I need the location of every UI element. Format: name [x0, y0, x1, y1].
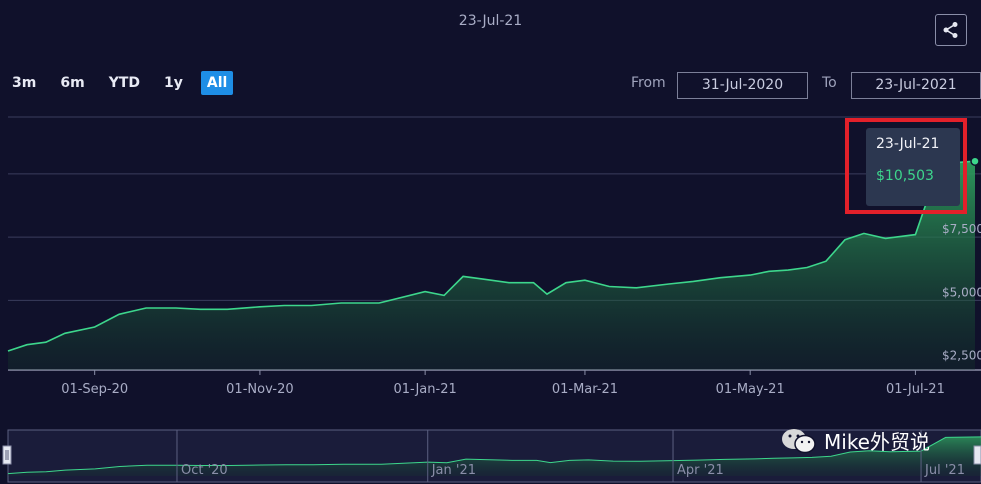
from-label: From [631, 75, 666, 91]
to-label: To [822, 75, 837, 91]
x-tick-label: 01-Mar-21 [552, 382, 618, 397]
tooltip-highlight-box [845, 118, 967, 214]
x-tick-label: 01-Jan-21 [394, 382, 457, 397]
to-date-input[interactable]: 23-Jul-2021 [851, 72, 981, 99]
from-date-input[interactable]: 31-Jul-2020 [677, 72, 808, 99]
navigator-label: Jan '21 [431, 463, 476, 478]
range-button-3m[interactable]: 3m [12, 75, 37, 91]
navigator-line [7, 436, 981, 475]
x-tick-label: 01-Sep-20 [61, 382, 128, 397]
range-selector: 3m 6m YTD 1y All [6, 71, 245, 95]
price-line [7, 160, 976, 352]
navigator-handle-left[interactable] [2, 445, 12, 465]
chart-header-date: 23-Jul-21 [458, 13, 523, 29]
tooltip-date: 23-Jul-21 [876, 136, 940, 152]
price-area [8, 161, 975, 370]
x-tick-label: 01-May-21 [716, 382, 785, 397]
x-tick-label: 01-Nov-20 [226, 382, 294, 397]
y-tick-label: $5,000 [942, 285, 981, 299]
x-tick-label: 01-Jul-21 [886, 382, 945, 397]
hover-point [970, 156, 980, 166]
watermark-text: Mike外贸说 [824, 430, 930, 454]
navigator-label: Jul '21 [924, 463, 965, 478]
chart-tooltip: 23-Jul-21 $10,503 [866, 128, 960, 206]
range-button-ytd[interactable]: YTD [108, 75, 140, 91]
wechat-icon [780, 427, 818, 455]
navigator-label: Apr '21 [677, 463, 724, 478]
watermark: Mike外贸说 [780, 426, 930, 455]
share-icon [943, 22, 958, 38]
range-button-1y[interactable]: 1y [164, 75, 183, 91]
navigator-label: Oct '20 [181, 463, 228, 478]
y-tick-label: $2,500 [942, 349, 981, 363]
navigator-handle-right[interactable] [973, 445, 981, 465]
tooltip-value: $10,503 [876, 168, 934, 184]
range-button-6m[interactable]: 6m [60, 75, 85, 91]
navigator-area [8, 436, 981, 476]
range-button-all[interactable]: All [200, 71, 234, 95]
y-tick-label: $7,500 [942, 222, 981, 236]
share-button[interactable] [935, 14, 967, 46]
